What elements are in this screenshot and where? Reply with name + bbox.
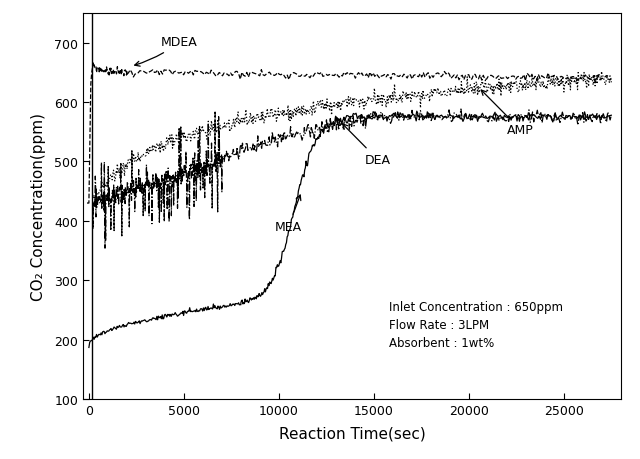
Text: MDEA: MDEA <box>134 36 198 67</box>
Text: DEA: DEA <box>342 125 390 166</box>
X-axis label: Reaction Time(sec): Reaction Time(sec) <box>278 425 426 441</box>
Text: MEA: MEA <box>275 196 302 233</box>
Text: Inlet Concentration : 650ppm
Flow Rate : 3LPM
Absorbent : 1wt%: Inlet Concentration : 650ppm Flow Rate :… <box>389 300 563 349</box>
Y-axis label: CO₂ Concentration(ppm): CO₂ Concentration(ppm) <box>31 113 46 300</box>
Text: AMP: AMP <box>481 91 534 137</box>
